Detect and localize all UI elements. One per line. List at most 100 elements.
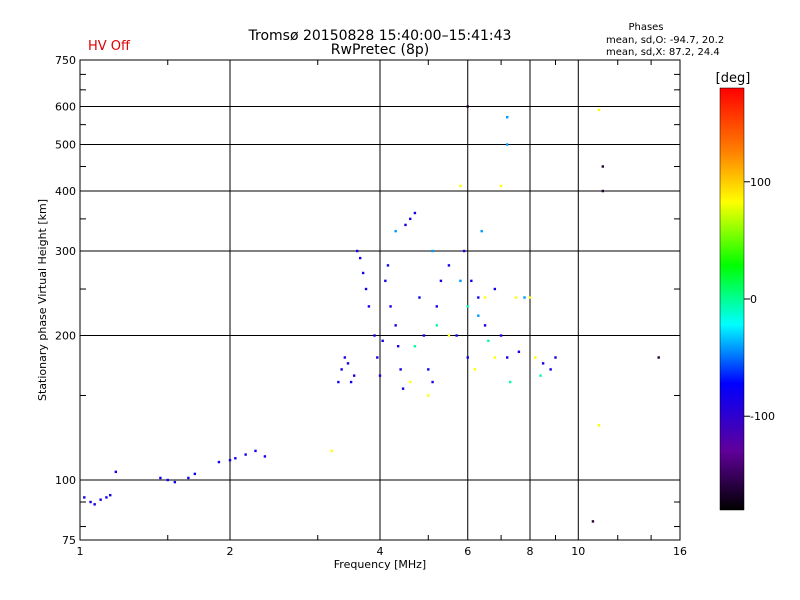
data-point — [244, 453, 247, 456]
data-point — [343, 356, 347, 359]
data-point — [459, 184, 462, 188]
data-point — [505, 143, 509, 146]
colorbar-ticks: 100 0 -100 — [744, 176, 775, 423]
axis-ticks: 1 2 4 6 8 10 16 75 100 200 300 400 500 600 750 — [55, 54, 687, 558]
data-point — [493, 287, 497, 291]
data-point — [466, 356, 469, 359]
data-point — [396, 345, 400, 348]
data-point — [217, 460, 221, 464]
data-point — [528, 296, 532, 299]
data-point — [193, 472, 197, 476]
data-point — [159, 476, 162, 480]
data-point — [514, 296, 518, 299]
data-point — [487, 339, 490, 343]
data-point — [523, 296, 526, 299]
data-point — [234, 457, 237, 460]
data-point — [105, 496, 108, 499]
data-point — [466, 305, 469, 308]
y-axis-label: Stationary phase Virtual Height [km] — [36, 199, 49, 401]
data-point — [418, 296, 421, 299]
data-point — [534, 356, 537, 359]
grid-lines — [80, 60, 680, 540]
x-tick-label: 1 — [77, 545, 84, 558]
data-point — [439, 279, 443, 283]
data-point — [459, 279, 462, 283]
data-point — [505, 116, 509, 119]
data-point — [554, 356, 557, 359]
data-point — [358, 256, 362, 260]
data-point — [505, 356, 509, 359]
colorbar-label: [deg] — [716, 71, 751, 86]
data-point — [361, 271, 365, 275]
data-point — [447, 334, 451, 337]
data-point — [364, 287, 368, 291]
data-point — [173, 480, 177, 484]
y-tick-label: 400 — [55, 185, 76, 198]
x-tick-label: 6 — [464, 545, 471, 558]
data-point — [413, 211, 417, 215]
data-point — [483, 296, 487, 299]
x-tick-label: 16 — [673, 545, 687, 558]
data-point — [89, 500, 92, 504]
data-point — [254, 449, 257, 453]
colorbar-tick-label: -100 — [750, 410, 775, 423]
plot-frame — [79, 59, 681, 541]
data-point — [381, 339, 384, 343]
data-point — [480, 229, 483, 233]
chart-title-line2: RwPretec (8p) — [331, 42, 429, 58]
data-point — [517, 350, 521, 353]
x-axis-label: Frequency [MHz] — [334, 558, 426, 571]
data-point — [394, 229, 397, 233]
phase-stats-x: mean, sd,X: 87.2, 24.4 — [606, 47, 720, 58]
data-point — [466, 105, 469, 108]
data-point — [435, 324, 438, 327]
data-point — [422, 334, 426, 337]
data-point — [355, 249, 359, 253]
y-tick-label: 500 — [55, 139, 76, 152]
data-point — [394, 324, 397, 327]
data-point — [493, 356, 497, 359]
data-point — [447, 264, 451, 267]
data-point — [499, 334, 503, 337]
data-point — [330, 449, 333, 453]
data-point — [401, 387, 405, 390]
hv-status-label: HV Off — [88, 39, 131, 54]
data-point — [378, 374, 382, 377]
data-point — [367, 305, 371, 308]
data-point — [99, 498, 102, 501]
data-point — [431, 249, 434, 253]
data-point — [376, 356, 379, 359]
phase-stats-o: mean, sd,O: -94.7, 20.2 — [606, 35, 724, 46]
data-point — [166, 478, 169, 482]
data-point — [601, 189, 605, 193]
data-point — [413, 345, 417, 348]
x-tick-label: 10 — [571, 545, 585, 558]
data-point — [591, 520, 595, 523]
data-point — [477, 314, 480, 317]
data-point — [431, 380, 434, 384]
colorbar-tick-label: 0 — [750, 293, 757, 306]
x-tick-label: 8 — [527, 545, 534, 558]
data-point — [352, 374, 356, 377]
data-point — [340, 368, 343, 371]
x-tick-label: 4 — [377, 545, 384, 558]
data-point — [404, 223, 407, 227]
data-point — [435, 305, 438, 308]
y-tick-label: 100 — [55, 474, 76, 487]
y-tick-label: 300 — [55, 245, 76, 258]
data-point — [541, 362, 545, 365]
data-point — [601, 165, 605, 168]
data-point — [114, 470, 118, 474]
chart-title-line1: Tromsø 20150828 15:40:00–15:41:43 — [248, 28, 512, 44]
data-point — [549, 368, 552, 371]
data-point — [427, 368, 430, 371]
data-point — [470, 279, 473, 283]
y-tick-label: 600 — [55, 101, 76, 114]
scatter-points — [83, 105, 660, 523]
data-point — [462, 249, 466, 253]
data-point — [477, 296, 480, 299]
data-point — [508, 380, 512, 384]
data-point — [657, 356, 660, 359]
phase-title: Phases — [628, 22, 663, 33]
